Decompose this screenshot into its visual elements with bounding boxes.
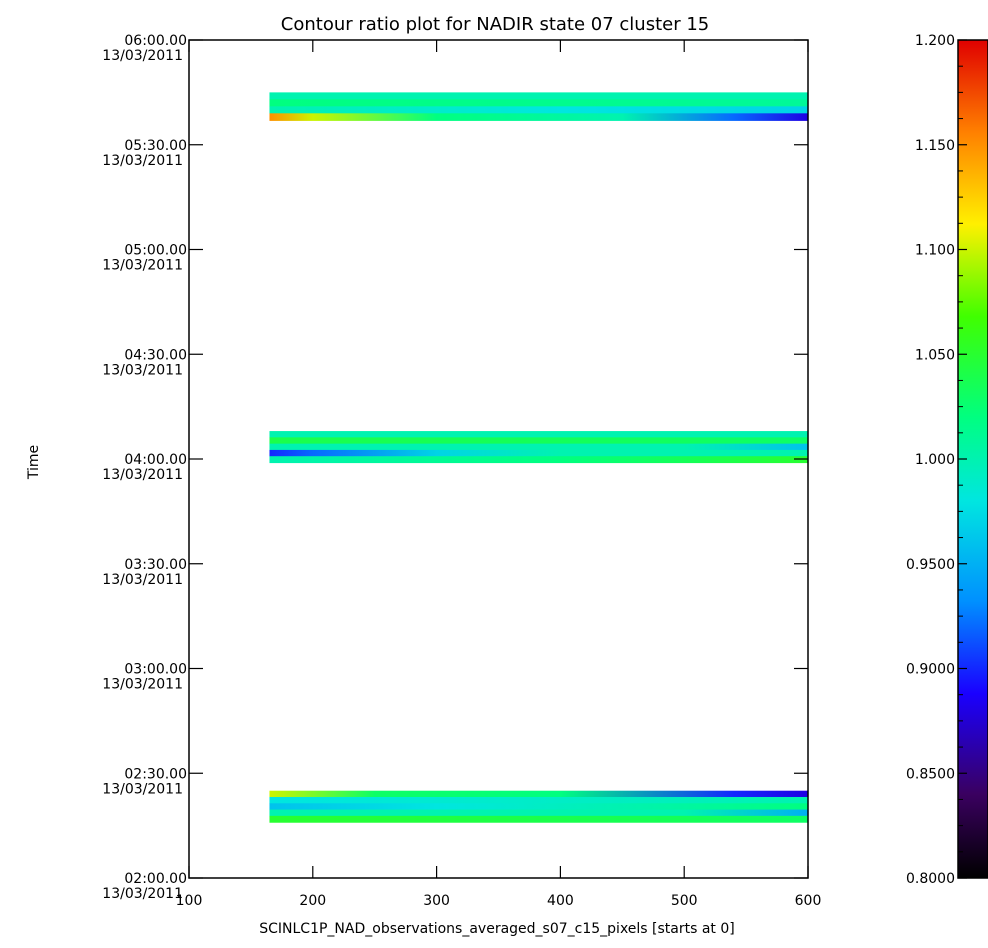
y-tick-time: 02:30.00 xyxy=(124,766,187,782)
data-row xyxy=(269,92,809,100)
y-tick-time: 03:00.00 xyxy=(124,662,187,678)
y-tick-time: 04:30.00 xyxy=(124,347,187,363)
data-row xyxy=(269,437,809,445)
x-axis: 100 200 300 400 500 600 xyxy=(176,40,822,909)
data-row xyxy=(269,99,809,107)
x-tick-label: 200 xyxy=(299,893,326,909)
data-block xyxy=(269,431,809,464)
y-axis-label: Time xyxy=(26,445,42,480)
data-row xyxy=(269,796,809,804)
colorbar-tick-label: 0.8000 xyxy=(906,871,955,887)
colorbar-tick-label: 0.9500 xyxy=(906,557,955,573)
x-tick-label: 300 xyxy=(423,893,450,909)
chart-title: Contour ratio plot for NADIR state 07 cl… xyxy=(281,14,709,35)
x-tick-label: 600 xyxy=(795,893,822,909)
data-block xyxy=(269,92,809,121)
data-row xyxy=(269,431,809,438)
x-tick-label: 100 xyxy=(176,893,203,909)
y-tick-date: 13/03/2011 xyxy=(102,153,183,169)
data-row xyxy=(269,443,809,451)
x-axis-label: SCINLC1P_NAD_observations_averaged_s07_c… xyxy=(259,921,735,937)
y-tick-date: 13/03/2011 xyxy=(102,362,183,378)
y-tick-date: 13/03/2011 xyxy=(102,677,183,693)
y-tick-time: 03:30.00 xyxy=(124,557,187,573)
y-tick-time: 05:30.00 xyxy=(124,138,187,154)
data-row xyxy=(269,449,809,457)
y-tick-time: 04:00.00 xyxy=(124,452,187,468)
data-row xyxy=(269,113,809,121)
y-tick-date: 13/03/2011 xyxy=(102,467,183,483)
colorbar-tick-label: 1.050 xyxy=(915,347,955,363)
x-tick-label: 400 xyxy=(547,893,574,909)
data-block xyxy=(269,790,809,823)
data-row xyxy=(269,790,809,798)
y-tick-time: 06:00.00 xyxy=(124,33,187,49)
data-blocks xyxy=(269,92,809,823)
colorbar-tick-label: 1.200 xyxy=(915,33,955,49)
data-row xyxy=(269,809,809,817)
colorbar-tick-label: 1.000 xyxy=(915,452,955,468)
colorbar-tick-label: 0.8500 xyxy=(906,766,955,782)
colorbar-tick-label: 0.9000 xyxy=(906,662,955,678)
colorbar-axis: 0.8000 0.8500 0.9000 0.9500 1.000 1.050 1.100 1… xyxy=(906,33,967,887)
y-tick-date: 13/03/2011 xyxy=(102,258,183,274)
y-tick-date: 13/03/2011 xyxy=(102,781,183,797)
colorbar-tick-label: 1.100 xyxy=(915,243,955,259)
y-tick-date: 13/03/2011 xyxy=(102,48,183,64)
y-axis: 02:00.0013/03/201102:30.0013/03/201103:0… xyxy=(102,33,808,902)
colorbar-tick-label: 1.150 xyxy=(915,138,955,154)
y-tick-date: 13/03/2011 xyxy=(102,886,183,902)
y-tick-time: 02:00.00 xyxy=(124,871,187,887)
data-row xyxy=(269,106,809,114)
data-row xyxy=(269,456,809,464)
x-tick-label: 500 xyxy=(671,893,698,909)
y-tick-date: 13/03/2011 xyxy=(102,572,183,588)
data-row xyxy=(269,815,809,823)
y-tick-time: 05:00.00 xyxy=(124,243,187,259)
data-row xyxy=(269,803,809,811)
